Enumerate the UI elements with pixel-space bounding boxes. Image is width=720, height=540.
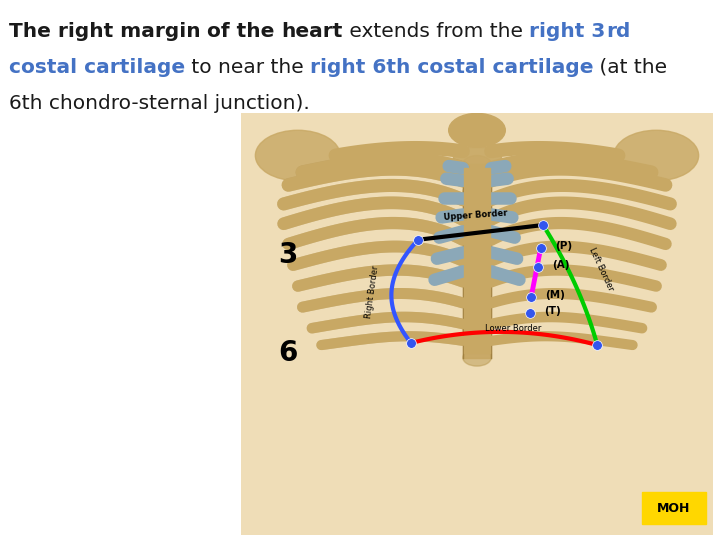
Ellipse shape: [449, 113, 505, 147]
Text: MOH: MOH: [657, 502, 690, 515]
Text: extends from the: extends from the: [343, 22, 529, 40]
Text: of the: of the: [207, 22, 282, 40]
FancyBboxPatch shape: [642, 492, 706, 524]
Ellipse shape: [463, 266, 491, 283]
Text: Right Border: Right Border: [364, 265, 381, 319]
Ellipse shape: [463, 211, 491, 228]
Text: Lower Border: Lower Border: [485, 324, 541, 333]
Text: The right margin: The right margin: [9, 22, 207, 40]
Text: (A): (A): [552, 260, 570, 270]
Ellipse shape: [463, 156, 491, 172]
Ellipse shape: [463, 294, 491, 310]
Text: right 6th costal cartilage: right 6th costal cartilage: [310, 58, 593, 77]
Text: (at the: (at the: [593, 58, 667, 77]
Text: (T): (T): [544, 306, 561, 316]
Ellipse shape: [463, 349, 491, 366]
Text: heart: heart: [282, 22, 343, 40]
Text: costal cartilage: costal cartilage: [9, 58, 185, 77]
Text: rd: rd: [606, 22, 630, 40]
Ellipse shape: [463, 183, 491, 200]
Text: (M): (M): [545, 289, 565, 300]
Ellipse shape: [463, 239, 491, 255]
Text: Left Border: Left Border: [588, 246, 616, 292]
Text: Upper Border: Upper Border: [444, 208, 508, 222]
Ellipse shape: [463, 322, 491, 339]
Text: (P): (P): [555, 241, 572, 251]
Ellipse shape: [256, 130, 341, 181]
Text: right 3: right 3: [529, 22, 606, 40]
Text: to near the: to near the: [185, 58, 310, 77]
Text: 3: 3: [279, 240, 298, 268]
Text: 6: 6: [279, 340, 298, 368]
Ellipse shape: [613, 130, 698, 181]
Text: 6th chondro-sternal junction).: 6th chondro-sternal junction).: [9, 94, 310, 113]
